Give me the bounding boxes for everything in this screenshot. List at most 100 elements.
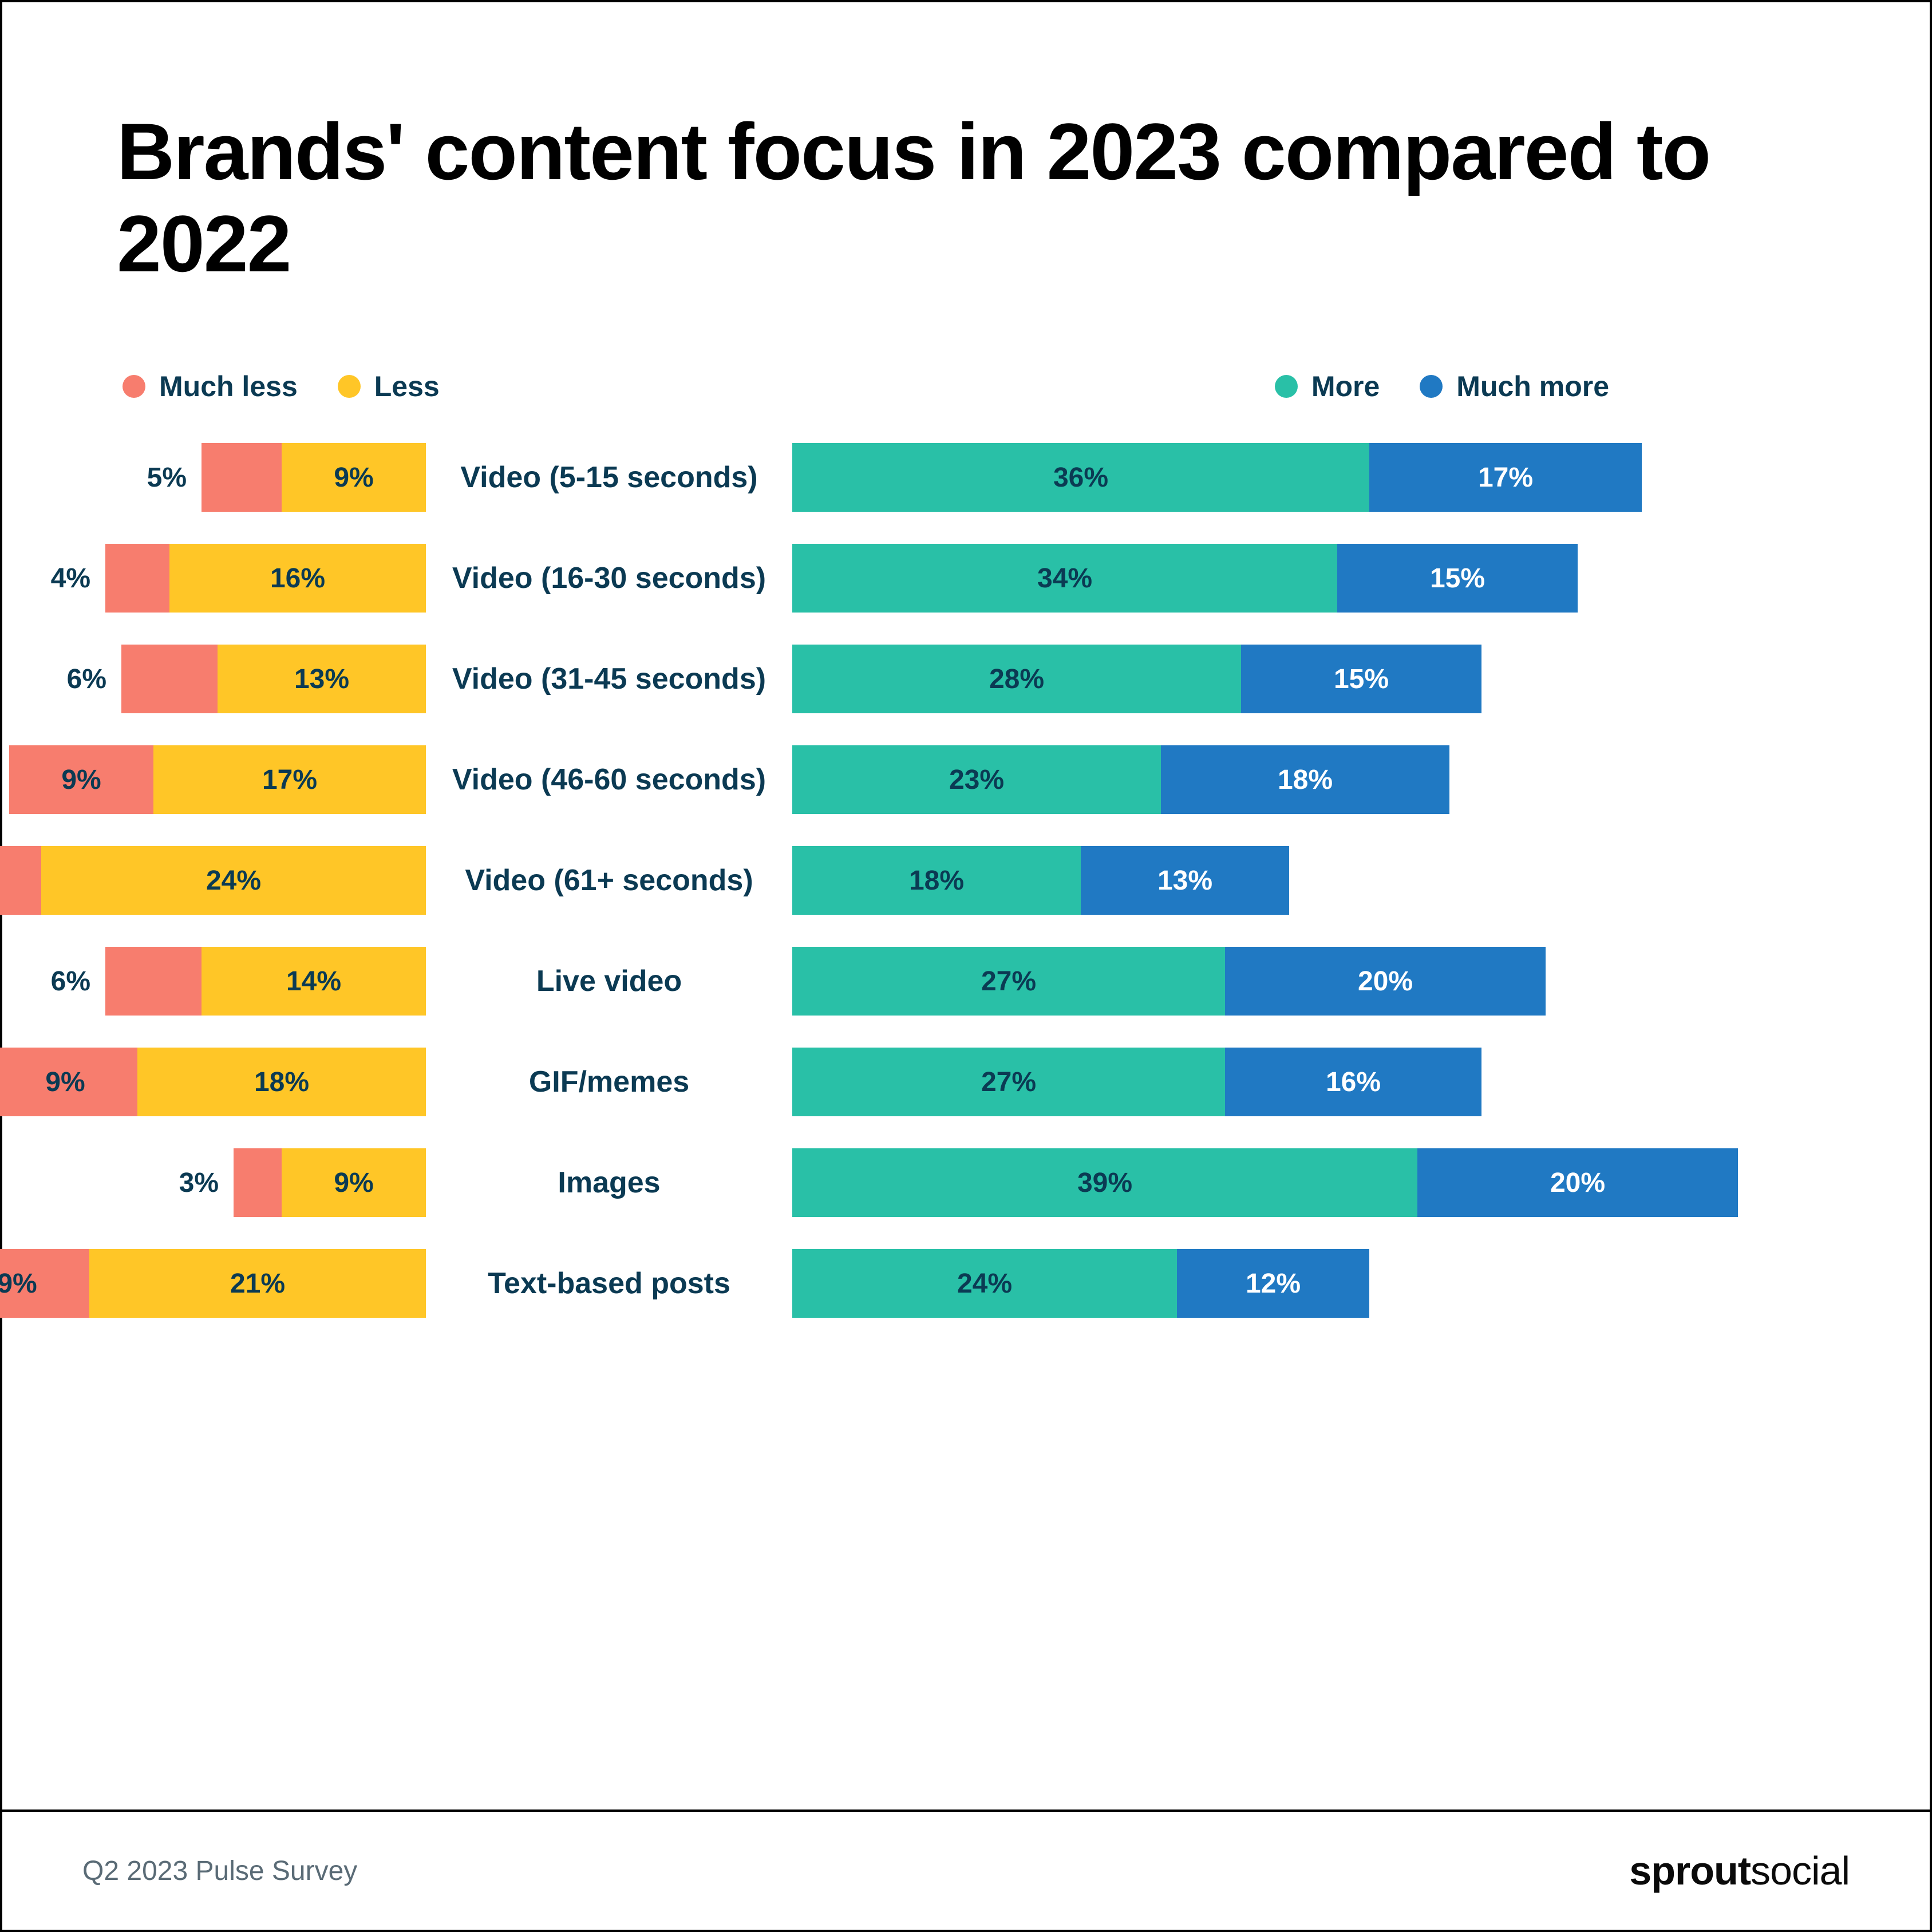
- legend-left-group: Much less Less: [123, 370, 440, 403]
- bar-less: 14%: [202, 947, 426, 1016]
- bar-much-less: 13%: [0, 846, 41, 915]
- bar-more: 27%: [792, 947, 1225, 1016]
- bar-much-less: [105, 544, 169, 613]
- category-label: Video (61+ seconds): [426, 863, 792, 898]
- bar-much-more: 20%: [1417, 1148, 1738, 1217]
- legend-dot-much-less: [123, 375, 145, 398]
- chart-row: 9%21%Text-based posts24%12%: [117, 1249, 1815, 1318]
- bar-less: 9%: [282, 1148, 426, 1217]
- bar-much-less: 9%: [0, 1048, 137, 1116]
- legend-label-much-more: Much more: [1456, 370, 1609, 403]
- legend: Much less Less More Much more: [117, 370, 1815, 403]
- positive-zone: 36%17%: [792, 443, 1815, 512]
- bar-much-more: 12%: [1177, 1249, 1369, 1318]
- bar-much-more: 16%: [1225, 1048, 1481, 1116]
- positive-zone: 27%16%: [792, 1048, 1815, 1116]
- chart-title: Brands' content focus in 2023 compared t…: [117, 105, 1815, 290]
- value-label-much-less: 5%: [147, 462, 202, 493]
- chart-row: 6%14%Live video27%20%: [117, 947, 1815, 1016]
- bar-much-less: [234, 1148, 282, 1217]
- category-label: Video (16-30 seconds): [426, 561, 792, 595]
- negative-zone: 6%14%: [117, 947, 426, 1016]
- footer-brand-bold: sprout: [1629, 1848, 1751, 1893]
- negative-zone: 9%21%: [117, 1249, 426, 1318]
- positive-zone: 39%20%: [792, 1148, 1815, 1217]
- footer: Q2 2023 Pulse Survey sproutsocial: [2, 1809, 1930, 1930]
- bar-much-less: 9%: [9, 745, 153, 814]
- bar-much-more: 15%: [1241, 645, 1481, 713]
- category-label: Text-based posts: [426, 1266, 792, 1301]
- value-label-much-less: 6%: [67, 663, 121, 695]
- bar-much-more: 13%: [1081, 846, 1289, 915]
- bar-more: 24%: [792, 1249, 1177, 1318]
- negative-zone: 13%24%: [117, 846, 426, 915]
- bar-more: 34%: [792, 544, 1337, 613]
- bar-more: 39%: [792, 1148, 1417, 1217]
- value-label-much-less: 6%: [51, 966, 105, 997]
- legend-label-more: More: [1311, 370, 1380, 403]
- value-label-much-less: 4%: [51, 563, 105, 594]
- bar-much-less: [105, 947, 202, 1016]
- positive-zone: 23%18%: [792, 745, 1815, 814]
- negative-zone: 3% 9%: [117, 1148, 426, 1217]
- chart-inner: Brands' content focus in 2023 compared t…: [2, 2, 1930, 1930]
- legend-dot-less: [338, 375, 361, 398]
- chart-row: 5% 9%Video (5-15 seconds)36%17%: [117, 443, 1815, 512]
- category-label: Video (31-45 seconds): [426, 662, 792, 696]
- negative-zone: 9%17%: [117, 745, 426, 814]
- category-label: Video (5-15 seconds): [426, 460, 792, 495]
- bar-much-less: [121, 645, 218, 713]
- footer-source: Q2 2023 Pulse Survey: [82, 1855, 357, 1887]
- legend-item-much-less: Much less: [123, 370, 298, 403]
- positive-zone: 28%15%: [792, 645, 1815, 713]
- legend-item-much-more: Much more: [1420, 370, 1609, 403]
- bar-more: 36%: [792, 443, 1369, 512]
- bar-much-more: 15%: [1337, 544, 1578, 613]
- chart-row: 13%24%Video (61+ seconds)18%13%: [117, 846, 1815, 915]
- legend-label-much-less: Much less: [159, 370, 298, 403]
- bar-more: 23%: [792, 745, 1161, 814]
- diverging-bar-chart: 5%9%Video (5-15 seconds)36%17%4%16%Video…: [117, 443, 1815, 1318]
- bar-more: 18%: [792, 846, 1081, 915]
- bar-less: 21%: [89, 1249, 426, 1318]
- chart-row: 6%13%Video (31-45 seconds)28%15%: [117, 645, 1815, 713]
- legend-item-more: More: [1275, 370, 1380, 403]
- bar-much-more: 18%: [1161, 745, 1449, 814]
- bar-less: 9%: [282, 443, 426, 512]
- category-label: Live video: [426, 964, 792, 998]
- bar-less: 24%: [41, 846, 426, 915]
- value-label-much-less: 3%: [179, 1167, 234, 1199]
- bar-more: 27%: [792, 1048, 1225, 1116]
- legend-dot-much-more: [1420, 375, 1443, 398]
- bar-less: 17%: [153, 745, 426, 814]
- positive-zone: 27%20%: [792, 947, 1815, 1016]
- chart-row: 3% 9%Images39%20%: [117, 1148, 1815, 1217]
- footer-brand: sproutsocial: [1629, 1848, 1850, 1894]
- legend-label-less: Less: [374, 370, 440, 403]
- legend-dot-more: [1275, 375, 1298, 398]
- bar-less: 16%: [169, 544, 426, 613]
- chart-frame: Brands' content focus in 2023 compared t…: [0, 0, 1932, 1932]
- chart-row: 9%18%GIF/memes27%16%: [117, 1048, 1815, 1116]
- bar-more: 28%: [792, 645, 1241, 713]
- category-label: Images: [426, 1165, 792, 1200]
- positive-zone: 18%13%: [792, 846, 1815, 915]
- positive-zone: 24%12%: [792, 1249, 1815, 1318]
- chart-row: 9%17%Video (46-60 seconds)23%18%: [117, 745, 1815, 814]
- footer-brand-light: social: [1751, 1848, 1850, 1893]
- legend-right-group: More Much more: [1275, 370, 1815, 403]
- bar-much-less: 9%: [0, 1249, 89, 1318]
- negative-zone: 9%18%: [117, 1048, 426, 1116]
- chart-row: 4%16%Video (16-30 seconds)34%15%: [117, 544, 1815, 613]
- negative-zone: 4%16%: [117, 544, 426, 613]
- category-label: GIF/memes: [426, 1065, 792, 1099]
- positive-zone: 34%15%: [792, 544, 1815, 613]
- bar-much-more: 20%: [1225, 947, 1546, 1016]
- negative-zone: 6%13%: [117, 645, 426, 713]
- category-label: Video (46-60 seconds): [426, 762, 792, 797]
- bar-less: 13%: [218, 645, 426, 713]
- negative-zone: 5% 9%: [117, 443, 426, 512]
- legend-item-less: Less: [338, 370, 440, 403]
- bar-much-more: 17%: [1369, 443, 1642, 512]
- bar-less: 18%: [137, 1048, 426, 1116]
